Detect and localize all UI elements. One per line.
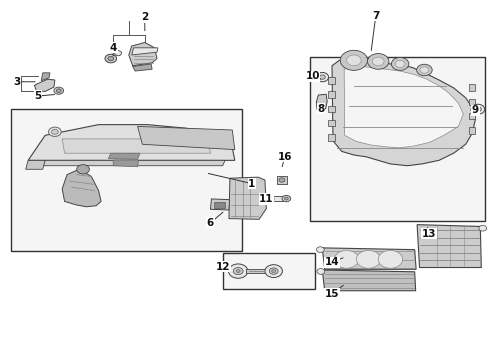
Polygon shape xyxy=(331,59,474,166)
Circle shape xyxy=(319,75,325,79)
Polygon shape xyxy=(228,177,266,219)
Circle shape xyxy=(56,89,61,93)
Circle shape xyxy=(236,270,240,273)
Polygon shape xyxy=(41,73,50,81)
Bar xyxy=(468,127,474,134)
Circle shape xyxy=(54,87,63,94)
Circle shape xyxy=(228,264,247,278)
Text: 10: 10 xyxy=(305,71,319,81)
Text: 9: 9 xyxy=(471,105,478,115)
Polygon shape xyxy=(28,125,234,160)
Text: 15: 15 xyxy=(324,289,339,298)
Bar xyxy=(277,176,286,184)
Circle shape xyxy=(284,197,287,200)
Circle shape xyxy=(478,225,486,231)
Text: 7: 7 xyxy=(371,11,379,21)
Bar xyxy=(327,106,334,112)
Circle shape xyxy=(279,178,285,182)
Circle shape xyxy=(419,67,428,73)
Circle shape xyxy=(334,250,358,268)
Bar xyxy=(468,113,474,119)
Polygon shape xyxy=(316,94,326,109)
Circle shape xyxy=(346,55,361,66)
Circle shape xyxy=(367,54,388,69)
Circle shape xyxy=(315,72,328,82)
Circle shape xyxy=(475,108,478,111)
Text: 1: 1 xyxy=(248,179,255,189)
Circle shape xyxy=(269,268,278,274)
Circle shape xyxy=(77,165,89,174)
Polygon shape xyxy=(132,64,152,71)
Text: 14: 14 xyxy=(324,257,339,267)
Circle shape xyxy=(316,269,324,274)
Polygon shape xyxy=(113,160,138,167)
Polygon shape xyxy=(131,48,158,55)
Polygon shape xyxy=(108,153,140,159)
Polygon shape xyxy=(26,160,45,169)
Polygon shape xyxy=(344,66,462,148)
Polygon shape xyxy=(322,248,415,269)
Polygon shape xyxy=(128,42,157,66)
Circle shape xyxy=(108,57,114,61)
Circle shape xyxy=(473,107,480,112)
Bar xyxy=(245,269,265,273)
Circle shape xyxy=(105,54,116,63)
Circle shape xyxy=(271,270,275,273)
Text: 13: 13 xyxy=(421,229,436,239)
Text: 12: 12 xyxy=(215,262,230,272)
Bar xyxy=(327,134,334,141)
Bar xyxy=(468,99,474,105)
Circle shape xyxy=(372,57,383,66)
Bar xyxy=(271,196,283,202)
Circle shape xyxy=(390,58,408,70)
Text: 2: 2 xyxy=(141,13,148,22)
Text: 6: 6 xyxy=(206,218,214,228)
Bar xyxy=(327,91,334,98)
Polygon shape xyxy=(42,160,224,166)
Polygon shape xyxy=(322,270,415,291)
Circle shape xyxy=(233,267,243,275)
Bar xyxy=(214,202,224,207)
Circle shape xyxy=(51,129,58,134)
Text: 3: 3 xyxy=(13,77,20,87)
Text: 5: 5 xyxy=(34,91,41,101)
Text: 8: 8 xyxy=(317,104,324,113)
Circle shape xyxy=(416,64,431,76)
Text: 11: 11 xyxy=(259,194,273,204)
Polygon shape xyxy=(34,79,55,91)
Circle shape xyxy=(316,247,324,252)
Bar xyxy=(222,253,314,289)
Circle shape xyxy=(115,51,121,56)
Circle shape xyxy=(282,195,290,202)
Circle shape xyxy=(394,60,404,67)
Bar xyxy=(11,109,242,251)
Polygon shape xyxy=(416,225,480,267)
Bar xyxy=(468,84,474,91)
Bar xyxy=(327,120,334,126)
Text: 4: 4 xyxy=(109,43,117,53)
Circle shape xyxy=(470,104,484,114)
Circle shape xyxy=(264,265,282,278)
Circle shape xyxy=(340,50,367,70)
Circle shape xyxy=(48,127,61,136)
Bar xyxy=(327,77,334,84)
Circle shape xyxy=(377,250,402,268)
Polygon shape xyxy=(62,169,101,207)
Polygon shape xyxy=(137,126,234,150)
Circle shape xyxy=(356,250,380,268)
Bar xyxy=(309,57,484,221)
Polygon shape xyxy=(62,139,210,153)
Polygon shape xyxy=(210,199,229,210)
Text: 16: 16 xyxy=(277,152,291,162)
